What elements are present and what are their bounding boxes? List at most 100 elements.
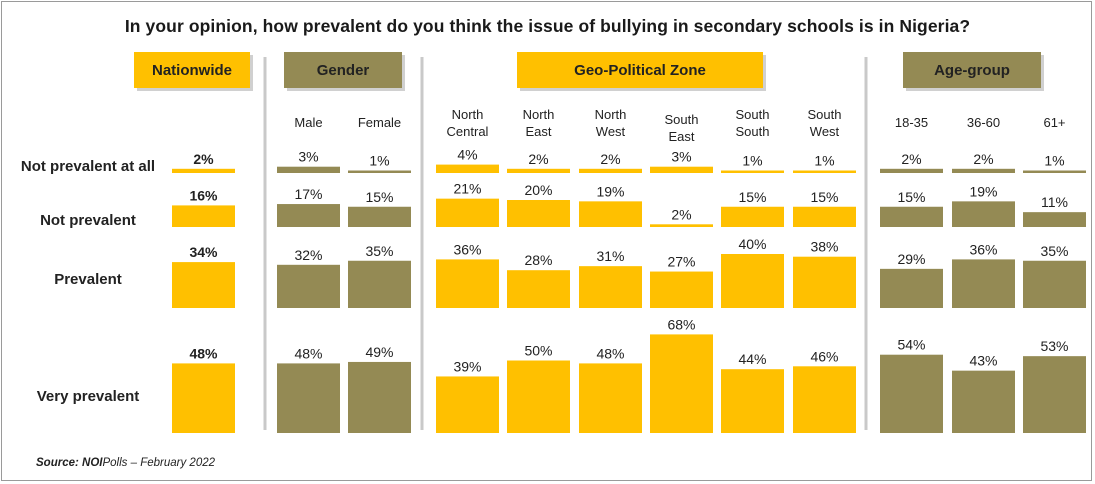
- bar: [1023, 212, 1086, 227]
- series-label: South: [808, 107, 842, 122]
- bar: [507, 360, 570, 433]
- series-label: West: [810, 124, 840, 139]
- data-label: 36%: [453, 241, 481, 257]
- data-label: 34%: [189, 244, 218, 260]
- data-label: 2%: [671, 206, 691, 222]
- bar: [172, 363, 235, 433]
- data-label: 16%: [189, 187, 218, 203]
- series-label: Male: [294, 115, 322, 130]
- series-label: 36-60: [967, 115, 1000, 130]
- bar: [793, 206, 856, 227]
- row-label: Not prevalent at all: [21, 158, 155, 175]
- bar: [348, 361, 411, 433]
- data-label: 68%: [667, 316, 695, 332]
- data-label: 1%: [814, 153, 834, 169]
- bar: [952, 168, 1015, 173]
- bar: [436, 164, 499, 173]
- data-label: 4%: [457, 147, 477, 163]
- data-label: 48%: [189, 345, 218, 361]
- bar: [1023, 356, 1086, 433]
- bar: [793, 256, 856, 308]
- bar: [172, 262, 235, 308]
- group-header-label: Nationwide: [152, 62, 232, 79]
- bar: [880, 206, 943, 227]
- data-label: 38%: [810, 239, 838, 255]
- data-label: 11%: [1041, 194, 1068, 210]
- data-label: 27%: [667, 254, 695, 270]
- data-label: 54%: [897, 337, 925, 353]
- source-date: – February 2022: [130, 457, 216, 469]
- bar: [436, 376, 499, 433]
- bar: [277, 204, 340, 227]
- series-label: North: [452, 107, 484, 122]
- data-label: 32%: [294, 247, 322, 263]
- bar: [348, 206, 411, 227]
- data-label: 2%: [600, 151, 620, 167]
- data-label: 2%: [193, 151, 214, 167]
- data-label: 15%: [365, 189, 393, 205]
- source-org-suffix: Polls: [102, 457, 128, 469]
- bar: [579, 201, 642, 227]
- series-label: North: [523, 107, 555, 122]
- data-label: 36%: [969, 241, 997, 257]
- bar: [507, 200, 570, 227]
- data-label: 15%: [738, 189, 766, 205]
- bar: [952, 370, 1015, 433]
- bar: [436, 259, 499, 308]
- data-label: 39%: [453, 358, 481, 374]
- data-label: 50%: [524, 343, 552, 359]
- data-label: 40%: [738, 236, 766, 252]
- series-label: Female: [358, 115, 401, 130]
- bar: [172, 205, 235, 227]
- bar: [172, 168, 235, 173]
- bar: [436, 198, 499, 227]
- bar: [721, 369, 784, 433]
- data-label: 1%: [369, 153, 389, 169]
- group-separator: [263, 57, 267, 430]
- bar: [721, 170, 784, 173]
- bar: [952, 201, 1015, 227]
- bar: [507, 168, 570, 173]
- data-label: 28%: [524, 252, 552, 268]
- series-label: South: [736, 124, 770, 139]
- data-label: 19%: [596, 183, 624, 199]
- bar: [880, 354, 943, 433]
- data-label: 29%: [897, 251, 925, 267]
- bar: [277, 166, 340, 173]
- bar: [650, 334, 713, 433]
- bar: [793, 366, 856, 433]
- series-label: East: [525, 124, 551, 139]
- data-label: 21%: [453, 181, 481, 197]
- group-separator: [864, 57, 868, 430]
- data-label: 35%: [365, 243, 393, 259]
- row-label: Not prevalent: [40, 212, 136, 229]
- series-label: 18-35: [895, 115, 928, 130]
- data-label: 35%: [1040, 243, 1068, 259]
- bar: [579, 266, 642, 308]
- data-label: 20%: [524, 182, 552, 198]
- data-label: 43%: [969, 353, 997, 369]
- data-label: 15%: [897, 189, 925, 205]
- data-label: 19%: [969, 183, 997, 199]
- bar: [650, 166, 713, 173]
- data-label: 2%: [901, 151, 921, 167]
- chart-title: In your opinion, how prevalent do you th…: [124, 16, 971, 36]
- bar: [880, 268, 943, 308]
- data-label: 3%: [671, 149, 691, 165]
- bar: [1023, 260, 1086, 308]
- data-label: 1%: [742, 153, 762, 169]
- source-note: Source: NOIPolls – February 2022: [36, 457, 215, 469]
- group-header-label: Gender: [317, 62, 370, 79]
- data-label: 49%: [365, 344, 393, 360]
- bar: [277, 264, 340, 308]
- series-label: Central: [447, 124, 489, 139]
- data-label: 46%: [810, 348, 838, 364]
- group-separator: [420, 57, 424, 430]
- bar: [507, 270, 570, 308]
- bar: [277, 363, 340, 433]
- series-label: South: [736, 107, 770, 122]
- bar: [721, 206, 784, 227]
- data-label: 53%: [1040, 338, 1068, 354]
